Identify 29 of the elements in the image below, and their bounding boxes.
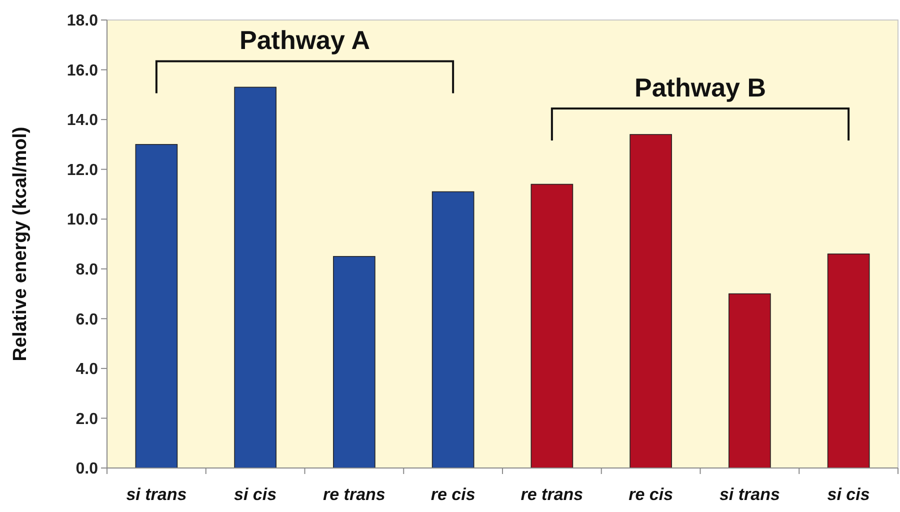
x-tick-label: re trans [520,485,584,504]
annotation: Pathway A [239,25,370,56]
y-tick-label: 16.0 [66,62,98,80]
y-tick-label: 0.0 [76,460,98,478]
bar [827,254,870,468]
x-tick-label: re cis [628,485,674,504]
x-tick-label: si trans [719,485,780,504]
y-tick-label: 12.0 [66,162,98,179]
y-tick-label: 18.0 [66,12,98,30]
x-tick-label: si trans [126,485,187,504]
bar [234,86,276,468]
y-tick-label: 6.0 [76,311,98,328]
y-tick-label: 8.0 [76,261,98,278]
y-axis-title: Relative energy (kcal/mol) [10,126,31,362]
x-tick-label: si cis [234,485,277,504]
y-tick-label: 4.0 [76,361,98,378]
x-tick-label: si cis [827,485,870,504]
x-tick-label: re cis [430,485,476,504]
bar [432,191,474,468]
bar [530,184,574,468]
bar [728,293,771,468]
x-tick-label: re trans [323,485,386,504]
y-tick-label: 14.0 [66,112,98,130]
bar [135,144,178,468]
y-tick-label: 10.0 [66,212,98,229]
y-tick-label: 2.0 [76,410,98,428]
bar [333,256,376,468]
annotation: Pathway B [634,72,766,102]
bar [630,134,672,468]
